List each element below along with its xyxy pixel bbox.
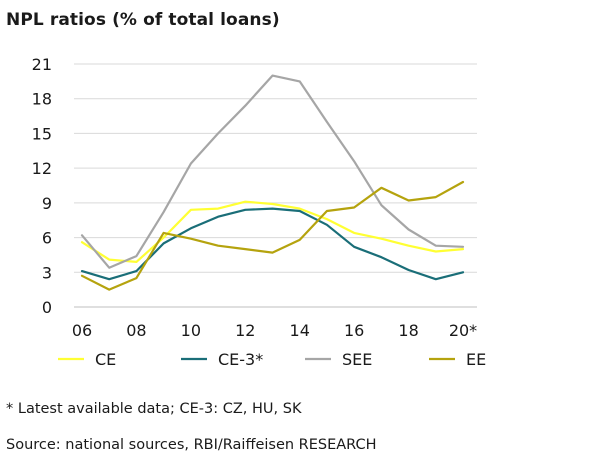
y-tick-label: 12 bbox=[32, 159, 52, 178]
legend-label: CE-3* bbox=[218, 350, 263, 369]
y-tick-label: 15 bbox=[32, 124, 52, 143]
x-tick-label: 14 bbox=[290, 321, 310, 340]
series-line-see bbox=[80, 74, 465, 269]
source-note: Source: national sources, RBI/Raiffeisen… bbox=[6, 437, 377, 453]
y-tick-label: 21 bbox=[32, 55, 52, 74]
x-tick-label: 12 bbox=[235, 321, 255, 340]
x-tick-label: 16 bbox=[344, 321, 364, 340]
footnote: * Latest available data; CE-3: CZ, HU, S… bbox=[6, 401, 302, 417]
legend-label: EE bbox=[466, 350, 486, 369]
legend-label: CE bbox=[95, 350, 116, 369]
y-tick-label: 6 bbox=[42, 229, 52, 248]
chart-title: NPL ratios (% of total loans) bbox=[6, 10, 280, 30]
y-axis-ticks: 0 3 6 9 12 15 18 21 bbox=[32, 55, 52, 317]
x-axis-ticks: 06 08 10 12 14 16 18 20* bbox=[72, 321, 477, 340]
y-tick-label: 3 bbox=[42, 263, 52, 282]
legend: CE CE-3* SEE EE bbox=[58, 350, 486, 369]
x-tick-label: 06 bbox=[72, 321, 92, 340]
y-tick-label: 9 bbox=[42, 194, 52, 213]
series-lines bbox=[80, 74, 465, 291]
x-tick-label: 18 bbox=[398, 321, 418, 340]
legend-label: SEE bbox=[342, 350, 372, 369]
y-tick-label: 0 bbox=[42, 298, 52, 317]
y-tick-label: 18 bbox=[32, 90, 52, 109]
series-line-ce bbox=[80, 200, 465, 263]
x-tick-label: 10 bbox=[181, 321, 201, 340]
series-line-ee bbox=[80, 180, 465, 291]
x-tick-label: 20* bbox=[449, 321, 477, 340]
x-tick-label: 08 bbox=[126, 321, 146, 340]
grid-lines bbox=[74, 63, 477, 308]
